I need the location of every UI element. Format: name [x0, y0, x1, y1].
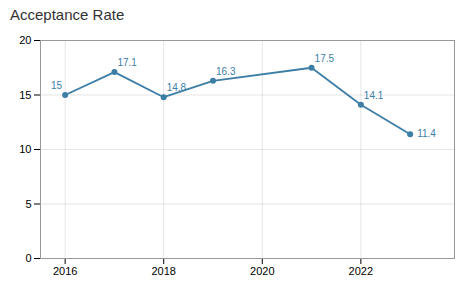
svg-text:5: 5 [25, 198, 31, 210]
svg-text:0: 0 [25, 252, 31, 264]
svg-text:17.1: 17.1 [117, 57, 137, 68]
svg-text:2020: 2020 [250, 265, 274, 277]
svg-text:20: 20 [19, 34, 31, 46]
svg-text:10: 10 [19, 143, 31, 155]
svg-text:2016: 2016 [53, 265, 77, 277]
svg-text:2018: 2018 [151, 265, 175, 277]
html-text:Acceptance Rate: Acceptance Rate [10, 6, 125, 23]
svg-text:14.1: 14.1 [364, 90, 384, 101]
svg-text:15: 15 [51, 80, 63, 91]
svg-text:17.5: 17.5 [315, 53, 335, 64]
svg-text:15: 15 [19, 89, 31, 101]
svg-text:11.4: 11.4 [417, 128, 436, 139]
svg-text:14.8: 14.8 [167, 82, 187, 93]
svg-text:2022: 2022 [349, 265, 373, 277]
svg-text:16.3: 16.3 [216, 66, 236, 77]
